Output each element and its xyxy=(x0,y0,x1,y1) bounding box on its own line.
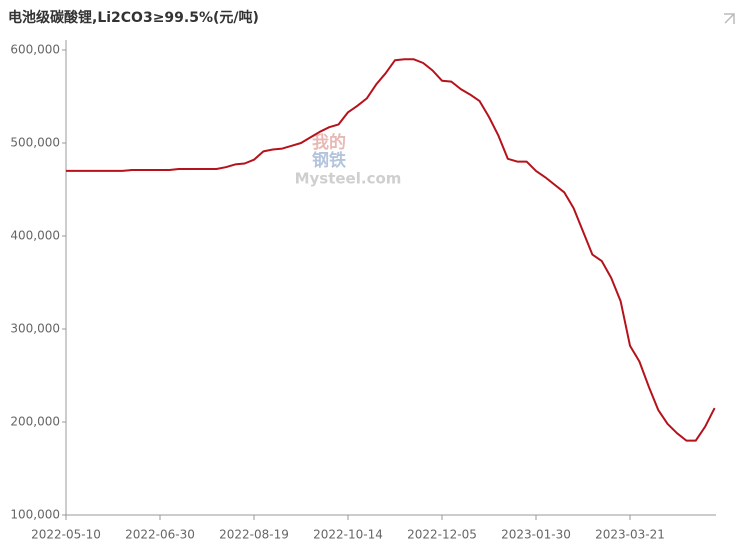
x-tick-label: 2023-03-21 xyxy=(595,528,665,542)
x-tick-label: 2023-01-30 xyxy=(501,528,571,542)
expand-icon-path xyxy=(724,13,735,24)
chart-title: 电池级碳酸锂,Li2CO3≥99.5%(元/吨) xyxy=(8,9,259,26)
watermark-bottom: Mysteel.com xyxy=(295,170,402,188)
y-tick-label: 600,000 xyxy=(10,43,60,57)
y-tick-label: 100,000 xyxy=(10,508,60,522)
watermark-middle: 钢铁 xyxy=(312,150,346,171)
x-tick-label: 2022-12-05 xyxy=(407,528,477,542)
y-tick-label: 300,000 xyxy=(10,322,60,336)
y-tick-label: 500,000 xyxy=(10,136,60,150)
x-tick-label: 2022-10-14 xyxy=(313,528,383,542)
x-tick-label: 2022-08-19 xyxy=(219,528,289,542)
x-tick-label: 2022-05-10 xyxy=(31,528,101,542)
x-tick-label: 2022-06-30 xyxy=(125,528,195,542)
expand-icon[interactable] xyxy=(724,13,735,24)
watermark: 我的 钢铁 Mysteel.com xyxy=(295,132,402,188)
y-tick-label: 400,000 xyxy=(10,229,60,243)
watermark-top: 我的 xyxy=(312,132,346,153)
line-series xyxy=(66,58,716,442)
y-tick-label: 200,000 xyxy=(10,415,60,429)
